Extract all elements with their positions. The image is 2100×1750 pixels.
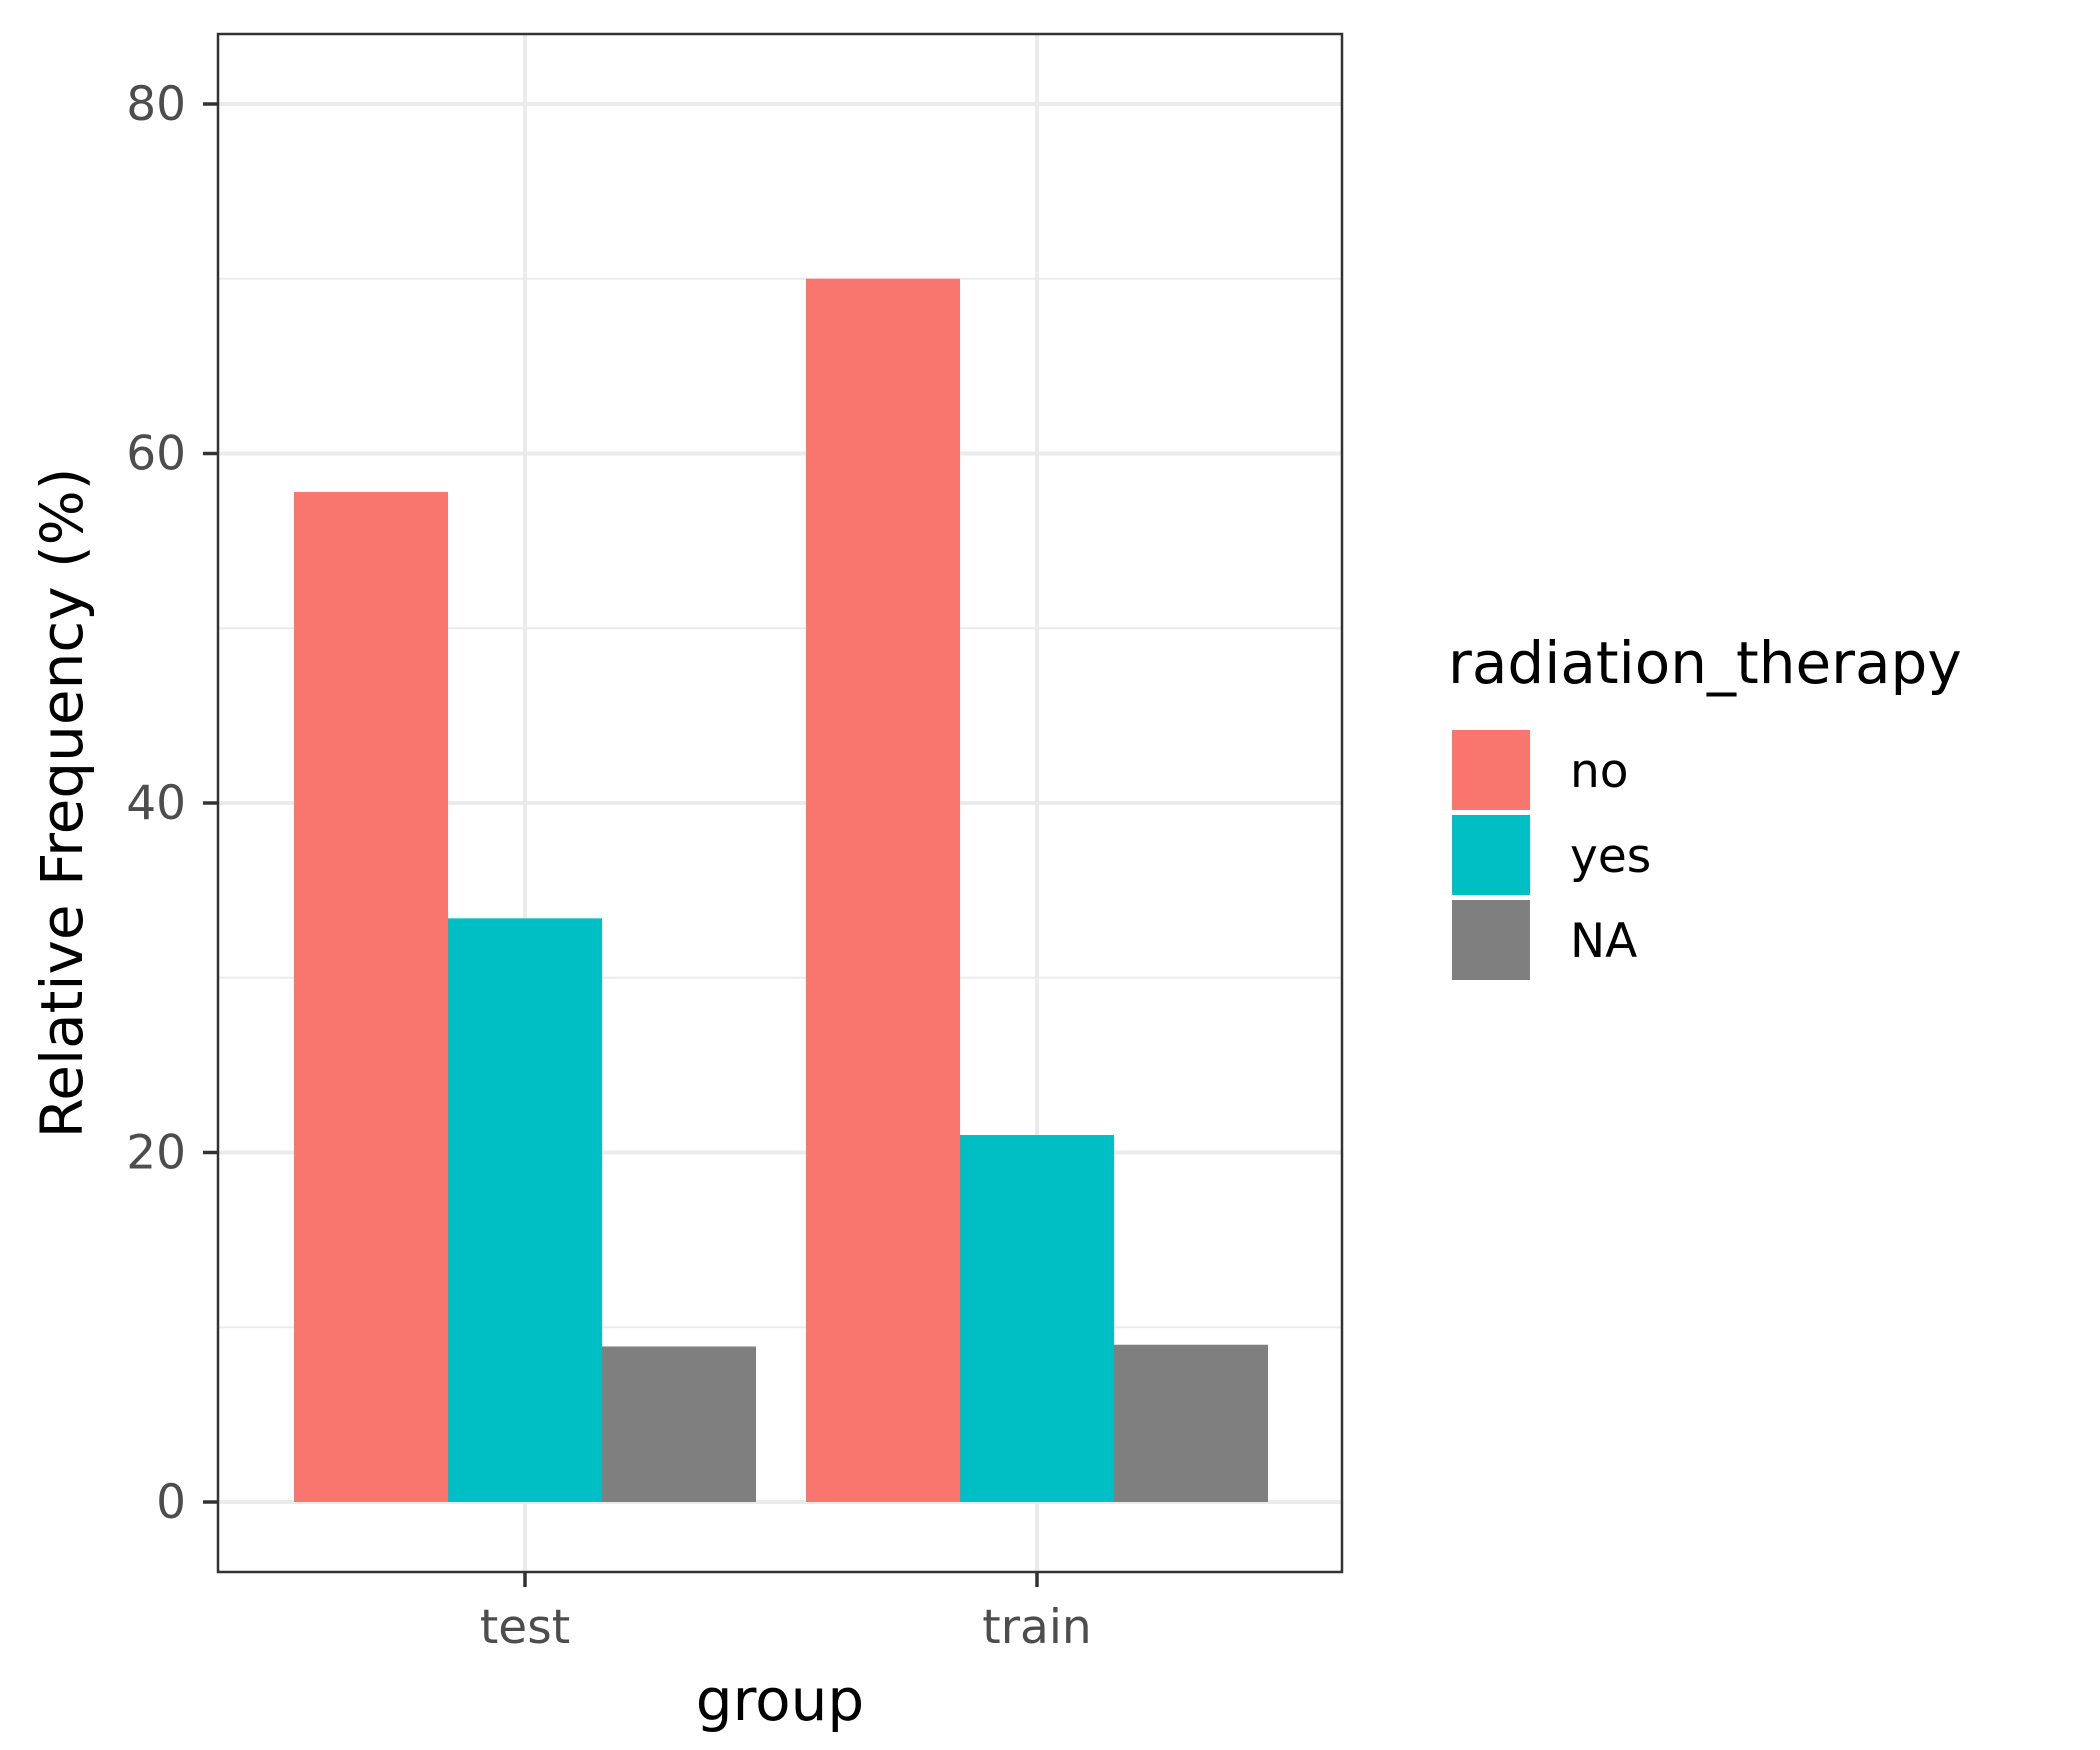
y-tick-label: 80 — [126, 77, 186, 132]
y-axis: 0 20 40 60 80 — [126, 77, 218, 1530]
legend-key-NA — [1452, 900, 1530, 980]
legend-label-yes: yes — [1570, 829, 1651, 884]
x-axis-title: group — [696, 1666, 864, 1734]
bar-test-no — [294, 491, 448, 1502]
legend-title: radiation_therapy — [1448, 629, 1962, 697]
bar-test-NA — [602, 1346, 756, 1502]
bar-test-yes — [448, 918, 602, 1502]
bar-train-yes — [960, 1135, 1114, 1502]
legend-label-NA: NA — [1570, 914, 1637, 969]
bar-train-no — [806, 278, 960, 1502]
x-tick-label: train — [982, 1600, 1091, 1655]
bars — [294, 278, 1268, 1502]
legend-key-yes — [1452, 815, 1530, 895]
y-tick-label: 60 — [126, 427, 186, 482]
bar-train-NA — [1114, 1344, 1268, 1502]
y-tick-label: 20 — [126, 1126, 186, 1181]
legend-label-no: no — [1570, 744, 1629, 799]
y-tick-label: 0 — [156, 1475, 186, 1530]
legend: radiation_therapy no yes NA — [1448, 629, 1962, 980]
x-axis: test train — [480, 1572, 1092, 1655]
y-tick-label: 40 — [126, 776, 186, 831]
legend-key-no — [1452, 730, 1530, 810]
y-axis-title: Relative Frequency (%) — [28, 468, 96, 1139]
x-tick-label: test — [480, 1600, 570, 1655]
